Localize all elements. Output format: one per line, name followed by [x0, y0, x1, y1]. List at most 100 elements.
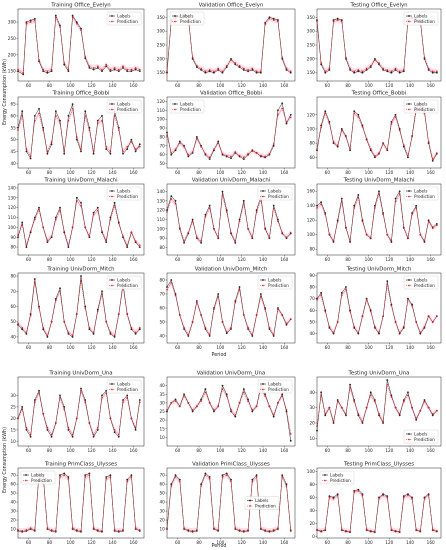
labels-point [138, 399, 141, 401]
prediction-point [25, 23, 28, 25]
legend-prediction-text: Prediction [31, 478, 52, 483]
x-tick-label: 140 [406, 257, 414, 262]
prediction-point [238, 402, 241, 404]
labels-point [242, 199, 245, 202]
prediction-point [234, 62, 236, 64]
prediction-point [113, 204, 116, 207]
labels-line [17, 104, 141, 160]
prediction-point [38, 112, 40, 115]
prediction-point [251, 409, 254, 411]
labels-point [316, 204, 318, 207]
y-tick-label: 20 [10, 416, 16, 421]
prediction-point [378, 152, 380, 154]
prediction-point [174, 400, 177, 402]
labels-point [251, 69, 254, 71]
prediction-point [221, 321, 224, 323]
y-tick-label: 300 [8, 20, 16, 25]
prediction-point [139, 146, 141, 148]
prediction-point [394, 530, 397, 532]
labels-point [332, 142, 335, 145]
x-tick-label: 80 [345, 83, 351, 88]
x-tick-label: 60 [175, 540, 181, 545]
labels-point [25, 246, 28, 249]
labels-point [225, 66, 228, 69]
prediction-point [71, 226, 74, 229]
labels-point [390, 303, 393, 306]
x-tick-label: 60 [26, 83, 32, 88]
prediction-point [382, 494, 384, 497]
labels-point [96, 206, 99, 209]
y-tick-label: 10 [159, 435, 165, 440]
prediction-point [76, 23, 78, 25]
prediction-point [316, 207, 318, 209]
prediction-point [264, 155, 266, 158]
labels-point [285, 483, 288, 486]
x-tick-label: 60 [325, 257, 331, 262]
x-tick-label: 80 [47, 448, 53, 453]
labels-point [357, 193, 360, 196]
y-tick-label: 60 [10, 304, 16, 309]
y-tick-label: 10 [10, 439, 16, 444]
legend-box [257, 379, 293, 394]
prediction-point [50, 68, 53, 71]
x-tick-label: 60 [26, 540, 32, 545]
subplot-18: Testing PrimClass_Ulysses 60 80 100 120 140 16… [307, 462, 442, 545]
prediction-point [109, 417, 112, 420]
labels-point [340, 291, 343, 294]
y-tick-label: 300 [157, 29, 165, 34]
prediction-point [234, 301, 236, 304]
subplot-title: Testing Office_Evelyn [349, 3, 407, 9]
labels-point [204, 328, 207, 330]
prediction-point [290, 70, 292, 73]
y-tick-label: 70 [10, 473, 16, 478]
labels-point [402, 326, 405, 329]
prediction-point [42, 226, 44, 229]
legend-prediction-text: Prediction [117, 283, 138, 288]
y-tick-label: 120 [307, 218, 315, 223]
subplot-10: Training UnivDorm_Mitch 60 80 100 120 140 160 4… [10, 267, 145, 350]
labels-point [378, 332, 380, 335]
labels-point [411, 212, 413, 214]
prediction-point [247, 153, 249, 155]
y-tick-label: 80 [159, 278, 165, 283]
labels-point [195, 66, 198, 69]
prediction-point [29, 155, 32, 157]
labels-point [407, 493, 409, 496]
labels-point [415, 204, 418, 207]
labels-point [17, 70, 19, 73]
x-tick-label: 80 [196, 257, 202, 262]
prediction-point [403, 227, 405, 229]
labels-point [324, 309, 327, 312]
prediction-point [316, 528, 318, 531]
prediction-point [118, 222, 120, 225]
x-tick-label: 140 [259, 257, 267, 262]
prediction-line [166, 108, 291, 158]
labels-point [113, 201, 116, 204]
prediction-point [336, 144, 339, 146]
y-tick-label: 60 [159, 482, 165, 487]
prediction-point [357, 197, 360, 199]
labels-point [105, 241, 108, 244]
x-tick-label: 60 [325, 83, 331, 88]
labels-point [130, 328, 133, 331]
prediction-point [88, 474, 91, 476]
labels-point [336, 399, 339, 401]
legend-prediction-marker [111, 284, 113, 287]
prediction-point [84, 115, 86, 117]
legend-labels-text: Labels [117, 102, 130, 107]
prediction-point [320, 203, 322, 205]
x-tick-label: 100 [216, 345, 224, 350]
subplot-title: Validation Office_Evelyn [199, 3, 264, 9]
labels-point [187, 335, 190, 337]
prediction-point [411, 406, 413, 409]
x-tick-label: 160 [130, 448, 138, 453]
prediction-point [213, 148, 215, 151]
prediction-point [21, 408, 23, 410]
prediction-point [432, 413, 434, 415]
prediction-point [285, 322, 288, 325]
labels-point [213, 410, 215, 413]
prediction-point [55, 218, 57, 221]
prediction-point [277, 308, 279, 311]
